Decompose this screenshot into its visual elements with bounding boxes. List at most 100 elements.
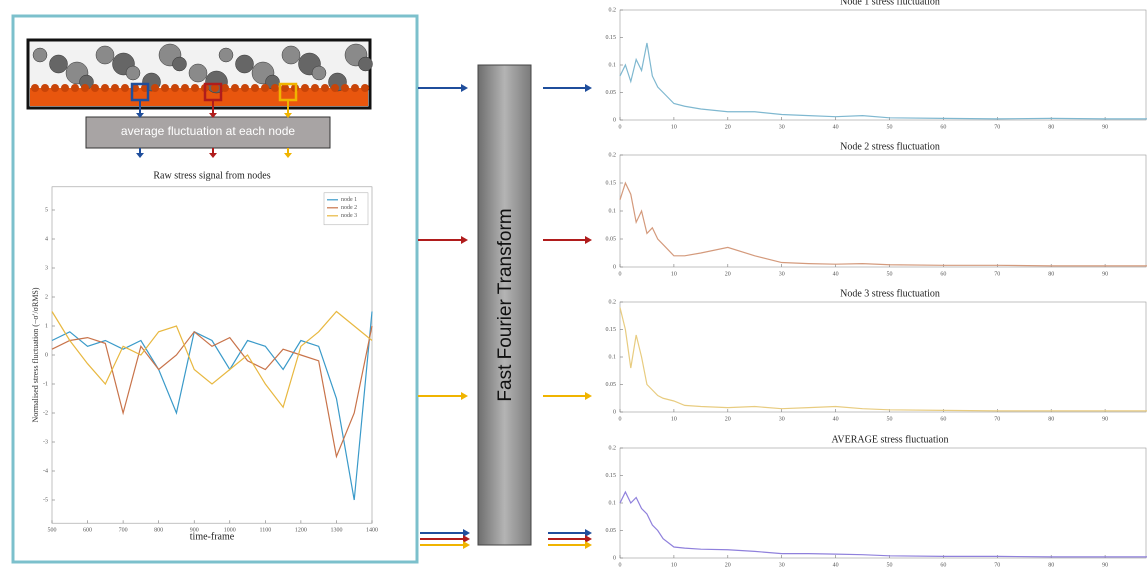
x-tick-label: 40 xyxy=(833,271,839,277)
x-tick-label: 60 xyxy=(940,271,946,277)
tooth xyxy=(171,84,179,92)
legend-label: node 3 xyxy=(341,213,357,219)
x-tick-label: 50 xyxy=(887,271,893,277)
x-tick-label: 40 xyxy=(833,124,839,130)
y-tick-label: 0.1 xyxy=(609,208,617,214)
x-tick-label: 80 xyxy=(1048,416,1054,422)
tooth xyxy=(31,84,39,92)
y-tick-label: -2 xyxy=(43,410,48,416)
y-tick-label: 0.1 xyxy=(609,62,617,68)
tooth xyxy=(161,84,169,92)
x-tick-label: 700 xyxy=(119,528,128,534)
tooth xyxy=(101,84,109,92)
y-tick-label: 0 xyxy=(613,409,616,415)
x-tick-label: 30 xyxy=(779,271,785,277)
tooth xyxy=(211,84,219,92)
x-tick-label: 30 xyxy=(779,416,785,422)
x-tick-label: 70 xyxy=(994,416,1000,422)
plot-area xyxy=(619,9,1147,121)
particle xyxy=(358,56,373,72)
x-tick-label: 50 xyxy=(887,416,893,422)
y-tick-label: 4 xyxy=(45,236,48,242)
chart-title: Node 1 stress fluctuation xyxy=(840,0,940,7)
tooth xyxy=(111,84,119,92)
x-tick-label: 90 xyxy=(1102,271,1108,277)
x-tick-label: 10 xyxy=(671,416,677,422)
tooth xyxy=(51,84,59,92)
particle xyxy=(311,65,327,81)
x-tick-label: 70 xyxy=(994,562,1000,568)
x-tick-label: 40 xyxy=(833,562,839,568)
x-tick-label: 900 xyxy=(190,528,199,534)
y-tick-label: 0 xyxy=(613,117,616,123)
particle xyxy=(95,45,115,65)
tooth xyxy=(151,84,159,92)
y-tick-label: -1 xyxy=(43,381,48,387)
node-marker xyxy=(130,82,150,102)
arrow-head xyxy=(585,84,592,92)
tooth xyxy=(271,84,279,92)
series-line xyxy=(619,181,1147,267)
tooth xyxy=(241,84,249,92)
x-tick-label: 0 xyxy=(619,124,622,130)
arrow-head xyxy=(585,541,592,549)
x-tick-label: 60 xyxy=(940,562,946,568)
y-tick-label: 0 xyxy=(613,264,616,270)
tooth xyxy=(351,84,359,92)
tooth xyxy=(281,84,289,92)
x-tick-label: 30 xyxy=(779,562,785,568)
average-label: average fluctuation at each node xyxy=(121,124,295,138)
series-line xyxy=(619,490,1147,558)
chart-title: Raw stress signal from nodes xyxy=(153,170,270,181)
arrow-head xyxy=(461,392,468,400)
arrow-head xyxy=(284,113,292,118)
x-tick-label: 20 xyxy=(725,124,731,130)
tooth xyxy=(61,84,69,92)
particle xyxy=(172,56,187,72)
x-tick-label: 600 xyxy=(83,528,92,534)
y-tick-label: 0.1 xyxy=(609,354,617,360)
average-box xyxy=(85,116,331,149)
series-line xyxy=(619,42,1147,120)
arrow-head xyxy=(136,153,144,158)
y-tick-label: 0.2 xyxy=(609,7,617,13)
x-tick-label: 1300 xyxy=(330,528,342,534)
y-tick-label: 0.05 xyxy=(606,382,617,388)
y-tick-label: 0.1 xyxy=(609,500,617,506)
tooth xyxy=(331,84,339,92)
arrow-head xyxy=(461,84,468,92)
arrow-head xyxy=(136,113,144,118)
x-tick-label: 90 xyxy=(1102,562,1108,568)
arrow-head xyxy=(585,529,592,537)
node-marker xyxy=(278,82,298,102)
tooth xyxy=(231,84,239,92)
y-tick-label: 5 xyxy=(45,207,48,213)
y-axis-label: Normalised stress fluctuation (−σ′/σRMS) xyxy=(31,287,40,422)
y-tick-label: 0.05 xyxy=(606,236,617,242)
x-tick-label: 500 xyxy=(48,528,57,534)
x-tick-label: 1400 xyxy=(366,528,378,534)
arrow-head xyxy=(209,113,217,118)
x-tick-label: 0 xyxy=(619,271,622,277)
x-tick-label: 40 xyxy=(833,416,839,422)
y-tick-label: 1 xyxy=(45,323,48,329)
x-tick-label: 70 xyxy=(994,124,1000,130)
y-tick-label: 0.15 xyxy=(606,473,617,479)
legend-label: node 1 xyxy=(341,197,357,203)
tooth xyxy=(221,84,229,92)
x-tick-label: 10 xyxy=(671,271,677,277)
plot-area xyxy=(619,301,1147,413)
x-tick-label: 60 xyxy=(940,416,946,422)
plot-area xyxy=(619,447,1147,559)
arrow-head xyxy=(461,236,468,244)
x-tick-label: 0 xyxy=(619,416,622,422)
y-tick-label: 3 xyxy=(45,265,48,271)
tooth xyxy=(181,84,189,92)
plot-area xyxy=(619,154,1147,268)
tooth xyxy=(251,84,259,92)
tooth xyxy=(81,84,89,92)
tooth xyxy=(191,84,199,92)
arrow-head xyxy=(463,541,470,549)
tooth xyxy=(341,84,349,92)
